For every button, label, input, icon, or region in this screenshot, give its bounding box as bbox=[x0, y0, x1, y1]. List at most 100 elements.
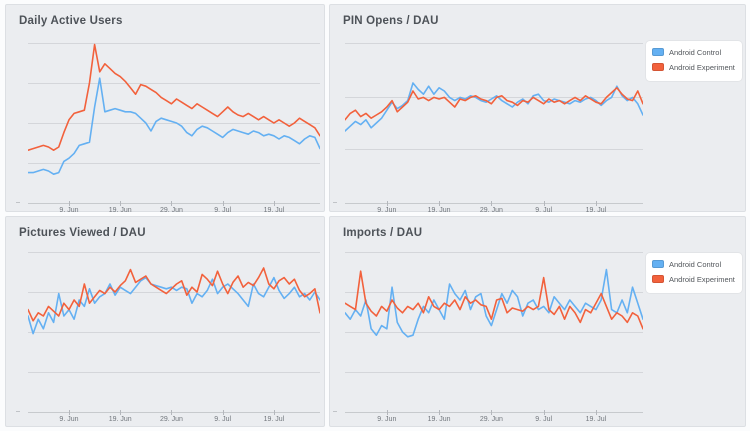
x-axis-tick-labels: 9. Jun 19. Jun 29. Jun 9. Jul 19. Jul bbox=[345, 415, 643, 427]
x-tick-label: 29. Jun bbox=[159, 416, 183, 423]
legend-label: Android Experiment bbox=[669, 62, 735, 72]
series-line-android-experiment bbox=[28, 268, 320, 321]
x-tick-mark bbox=[273, 201, 275, 206]
legend-label: Android Control bbox=[669, 260, 722, 269]
x-tick-mark bbox=[171, 410, 173, 415]
y-axis-tick bbox=[333, 202, 337, 203]
x-tick-label: 29. Jun bbox=[479, 416, 503, 423]
chart-panel-pictures-viewed: Pictures Viewed / DAU 9. Jun 19. Jun 29. J… bbox=[5, 216, 325, 427]
line-chart bbox=[345, 43, 643, 203]
series-line-android-control bbox=[28, 278, 320, 334]
x-tick-mark bbox=[273, 410, 275, 415]
x-tick-label: 19. Jun bbox=[427, 416, 451, 423]
chart-panel-daily-active-users: Daily Active Users 9. Jun 19. Jun 29. Jun 9… bbox=[5, 4, 325, 214]
horizontal-gridline bbox=[28, 372, 320, 373]
chart-panel-pin-opens: PIN Opens / DAU 9. Jun 19. Jun 29. Jun 9. J… bbox=[329, 4, 746, 214]
horizontal-gridline bbox=[28, 163, 320, 164]
x-tick-label: 9. Jul bbox=[535, 207, 553, 214]
plot-area-imports: 9. Jun 19. Jun 29. Jun 9. Jul 19. Jul bbox=[333, 252, 643, 423]
x-axis-tick-labels: 9. Jun 19. Jun 29. Jun 9. Jul 19. Jul bbox=[28, 206, 320, 218]
horizontal-gridline bbox=[345, 292, 643, 293]
x-tick-mark bbox=[543, 201, 545, 206]
x-tick-mark bbox=[120, 201, 122, 206]
legend-label: Android Control bbox=[669, 48, 722, 57]
x-tick-mark bbox=[120, 410, 122, 415]
x-tick-mark bbox=[68, 201, 70, 206]
x-tick-mark bbox=[491, 410, 493, 415]
horizontal-gridline bbox=[345, 372, 643, 373]
horizontal-gridline bbox=[345, 149, 643, 150]
legend-swatch-icon bbox=[652, 274, 664, 283]
horizontal-gridline bbox=[345, 252, 643, 253]
series-line-android-experiment bbox=[345, 88, 643, 120]
x-tick-label: 9. Jun bbox=[59, 207, 79, 214]
x-tick-label: 9. Jul bbox=[535, 416, 553, 423]
chart-title-pin-opens: PIN Opens / DAU bbox=[343, 15, 439, 27]
chart-legend: Android Control Android Experiment bbox=[646, 253, 742, 293]
x-tick-mark bbox=[171, 201, 173, 206]
line-chart bbox=[28, 252, 320, 412]
x-tick-label: 19. Jul bbox=[263, 416, 285, 423]
x-tick-label: 19. Jun bbox=[108, 416, 132, 423]
y-axis-tick bbox=[16, 411, 20, 412]
legend-item-android-experiment: Android Experiment bbox=[652, 274, 736, 285]
x-tick-label: 9. Jun bbox=[377, 416, 397, 423]
horizontal-gridline bbox=[28, 123, 320, 124]
chart-title-imports: Imports / DAU bbox=[343, 227, 423, 239]
x-tick-mark bbox=[491, 201, 493, 206]
x-tick-label: 19. Jul bbox=[263, 207, 285, 214]
plot-area-daily-active-users: 9. Jun 19. Jun 29. Jun 9. Jul 19. Jul bbox=[16, 43, 320, 214]
x-axis-line bbox=[345, 203, 643, 204]
x-axis-tick-labels: 9. Jun 19. Jun 29. Jun 9. Jul 19. Jul bbox=[345, 206, 643, 218]
x-tick-label: 9. Jul bbox=[214, 207, 232, 214]
x-axis-line bbox=[28, 203, 320, 204]
series-line-android-experiment bbox=[345, 271, 643, 329]
x-tick-mark bbox=[439, 410, 441, 415]
horizontal-gridline bbox=[345, 332, 643, 333]
plot-area-pin-opens: 9. Jun 19. Jun 29. Jun 9. Jul 19. Jul bbox=[333, 43, 643, 214]
horizontal-gridline bbox=[28, 292, 320, 293]
legend-item-android-experiment: Android Experiment bbox=[652, 62, 736, 73]
series-line-android-control bbox=[345, 83, 643, 131]
x-tick-label: 19. Jul bbox=[585, 207, 607, 214]
x-tick-mark bbox=[222, 410, 224, 415]
x-tick-mark bbox=[543, 410, 545, 415]
x-tick-label: 9. Jul bbox=[214, 416, 232, 423]
legend-swatch-icon bbox=[652, 48, 664, 56]
line-chart bbox=[345, 252, 643, 412]
x-axis-line bbox=[345, 412, 643, 413]
legend-swatch-icon bbox=[652, 260, 664, 268]
x-tick-mark bbox=[595, 410, 597, 415]
x-tick-mark bbox=[222, 201, 224, 206]
y-axis-tick bbox=[16, 202, 20, 203]
x-tick-mark bbox=[439, 201, 441, 206]
legend-swatch-icon bbox=[652, 62, 664, 71]
horizontal-gridline bbox=[28, 332, 320, 333]
horizontal-gridline bbox=[28, 43, 320, 44]
horizontal-gridline bbox=[28, 252, 320, 253]
legend-item-android-control: Android Control bbox=[652, 48, 736, 58]
x-tick-label: 19. Jun bbox=[427, 207, 451, 214]
x-tick-label: 9. Jun bbox=[377, 207, 397, 214]
x-tick-label: 9. Jun bbox=[59, 416, 79, 423]
plot-area-pictures-viewed: 9. Jun 19. Jun 29. Jun 9. Jul 19. Jul bbox=[16, 252, 320, 423]
legend-item-android-control: Android Control bbox=[652, 260, 736, 270]
x-tick-mark bbox=[386, 201, 388, 206]
series-line-android-experiment bbox=[28, 45, 320, 151]
x-tick-label: 29. Jun bbox=[159, 207, 183, 214]
chart-title-daily-active-users: Daily Active Users bbox=[19, 15, 123, 27]
x-tick-mark bbox=[68, 410, 70, 415]
x-tick-mark bbox=[386, 410, 388, 415]
chart-panel-imports: Imports / DAU 9. Jun 19. Jun 29. Jun 9. Jul… bbox=[329, 216, 746, 427]
x-tick-label: 19. Jun bbox=[108, 207, 132, 214]
horizontal-gridline bbox=[28, 83, 320, 84]
chart-legend: Android Control Android Experiment bbox=[646, 41, 742, 81]
horizontal-gridline bbox=[345, 43, 643, 44]
x-tick-label: 19. Jul bbox=[585, 416, 607, 423]
x-axis-line bbox=[28, 412, 320, 413]
y-axis-tick bbox=[333, 411, 337, 412]
chart-title-pictures-viewed: Pictures Viewed / DAU bbox=[19, 227, 146, 239]
legend-label: Android Experiment bbox=[669, 274, 735, 284]
line-chart bbox=[28, 43, 320, 203]
x-tick-label: 29. Jun bbox=[479, 207, 503, 214]
